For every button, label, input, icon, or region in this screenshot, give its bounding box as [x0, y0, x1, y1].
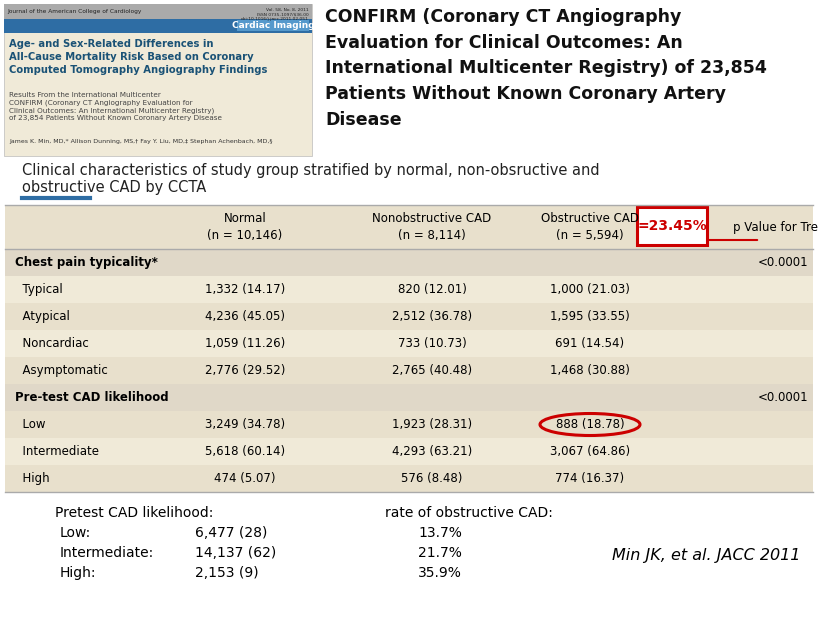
Text: 13.7%: 13.7%	[418, 526, 462, 540]
Text: Clinical characteristics of study group stratified by normal, non-obsructive and: Clinical characteristics of study group …	[22, 163, 600, 178]
FancyBboxPatch shape	[5, 384, 813, 411]
Text: =23.45%: =23.45%	[637, 219, 707, 233]
Text: 2,153 (9): 2,153 (9)	[195, 566, 258, 580]
Text: Typical: Typical	[15, 283, 63, 296]
Text: CONFIRM (Coronary CT Angiography
Evaluation for Clinical Outcomes: An
Internatio: CONFIRM (Coronary CT Angiography Evaluat…	[325, 8, 767, 129]
Text: Age- and Sex-Related Differences in
All-Cause Mortality Risk Based on Coronary
C: Age- and Sex-Related Differences in All-…	[9, 39, 267, 74]
Text: 820 (12.01): 820 (12.01)	[398, 283, 466, 296]
Text: 1,595 (33.55): 1,595 (33.55)	[551, 310, 630, 323]
FancyBboxPatch shape	[5, 438, 813, 465]
Text: rate of obstructive CAD:: rate of obstructive CAD:	[385, 506, 553, 520]
Text: Pretest CAD likelihood:: Pretest CAD likelihood:	[55, 506, 213, 520]
FancyBboxPatch shape	[5, 465, 813, 492]
FancyBboxPatch shape	[5, 357, 813, 384]
Text: James K. Min, MD,* Allison Dunning, MS,† Fay Y. Liu, MD,‡ Stephan Achenbach, MD,: James K. Min, MD,* Allison Dunning, MS,†…	[9, 139, 272, 144]
Text: Low: Low	[15, 418, 46, 431]
Text: 2,512 (36.78): 2,512 (36.78)	[392, 310, 472, 323]
FancyBboxPatch shape	[5, 276, 813, 303]
Text: 6,477 (28): 6,477 (28)	[195, 526, 267, 540]
Text: Low:: Low:	[60, 526, 92, 540]
Text: 888 (18.78): 888 (18.78)	[555, 418, 624, 431]
Text: 576 (8.48): 576 (8.48)	[402, 472, 463, 485]
Text: 1,332 (14.17): 1,332 (14.17)	[204, 283, 285, 296]
Text: Cardiac Imaging: Cardiac Imaging	[231, 21, 314, 30]
Text: Noncardiac: Noncardiac	[15, 337, 88, 350]
Text: Min JK, et al. JACC 2011: Min JK, et al. JACC 2011	[612, 548, 800, 563]
Text: Chest pain typicality*: Chest pain typicality*	[15, 256, 158, 269]
Text: Results From the International Multicenter
CONFIRM (Coronary CT Angiography Eval: Results From the International Multicent…	[9, 92, 222, 121]
FancyBboxPatch shape	[637, 207, 707, 245]
Text: High:: High:	[60, 566, 97, 580]
Text: 1,000 (21.03): 1,000 (21.03)	[550, 283, 630, 296]
Text: 21.7%: 21.7%	[418, 546, 462, 560]
FancyBboxPatch shape	[4, 4, 312, 19]
Text: 2,776 (29.52): 2,776 (29.52)	[204, 364, 285, 377]
Text: <0.0001: <0.0001	[757, 391, 808, 404]
FancyBboxPatch shape	[5, 330, 813, 357]
Text: 4,293 (63.21): 4,293 (63.21)	[392, 445, 472, 458]
Text: 733 (10.73): 733 (10.73)	[398, 337, 466, 350]
Text: Intermediate: Intermediate	[15, 445, 99, 458]
Text: <0.0001: <0.0001	[757, 256, 808, 269]
Text: 3,067 (64.86): 3,067 (64.86)	[550, 445, 630, 458]
FancyBboxPatch shape	[237, 20, 309, 31]
Text: 1,923 (28.31): 1,923 (28.31)	[392, 418, 472, 431]
FancyBboxPatch shape	[5, 411, 813, 438]
Text: Intermediate:: Intermediate:	[60, 546, 155, 560]
Text: 4,236 (45.05): 4,236 (45.05)	[205, 310, 285, 323]
Text: Asymptomatic: Asymptomatic	[15, 364, 108, 377]
Text: 691 (14.54): 691 (14.54)	[555, 337, 625, 350]
Text: Pre-test CAD likelihood: Pre-test CAD likelihood	[15, 391, 169, 404]
Text: Vol. 58, No. 8, 2011
ISSN 0735-1097/$36.00
doi:10.1016/j.jacc.2011.02.051: Vol. 58, No. 8, 2011 ISSN 0735-1097/$36.…	[241, 8, 309, 21]
Text: 1,468 (30.88): 1,468 (30.88)	[550, 364, 630, 377]
Text: obstructive CAD by CCTA: obstructive CAD by CCTA	[22, 180, 206, 195]
Text: 14,137 (62): 14,137 (62)	[195, 546, 276, 560]
FancyBboxPatch shape	[4, 4, 312, 156]
Text: Atypical: Atypical	[15, 310, 70, 323]
Text: 1,059 (11.26): 1,059 (11.26)	[204, 337, 285, 350]
Text: 2,765 (40.48): 2,765 (40.48)	[392, 364, 472, 377]
Text: 5,618 (60.14): 5,618 (60.14)	[205, 445, 285, 458]
Text: Obstructive CAD
(n = 5,594): Obstructive CAD (n = 5,594)	[541, 213, 639, 242]
Text: 35.9%: 35.9%	[418, 566, 462, 580]
Text: Journal of the American College of Cardiology: Journal of the American College of Cardi…	[7, 9, 142, 14]
Text: p Value for Trend: p Value for Trend	[733, 221, 818, 234]
FancyBboxPatch shape	[5, 205, 813, 249]
FancyBboxPatch shape	[4, 19, 312, 33]
Text: 774 (16.37): 774 (16.37)	[555, 472, 625, 485]
FancyBboxPatch shape	[5, 249, 813, 276]
FancyBboxPatch shape	[5, 303, 813, 330]
Text: High: High	[15, 472, 50, 485]
Text: 3,249 (34.78): 3,249 (34.78)	[205, 418, 285, 431]
Text: 474 (5.07): 474 (5.07)	[214, 472, 276, 485]
Text: Nonobstructive CAD
(n = 8,114): Nonobstructive CAD (n = 8,114)	[372, 213, 492, 242]
Text: Normal
(n = 10,146): Normal (n = 10,146)	[208, 213, 283, 242]
